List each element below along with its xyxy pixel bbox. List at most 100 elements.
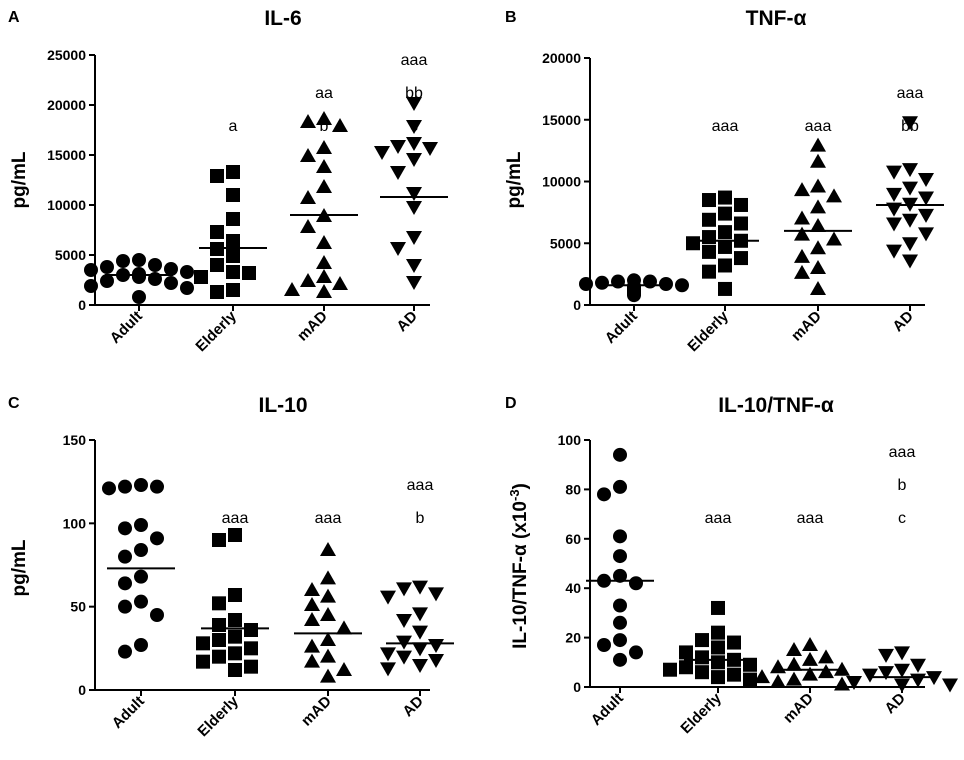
data-point <box>702 212 716 227</box>
data-point <box>695 633 709 648</box>
data-point <box>711 600 725 615</box>
data-point <box>794 226 810 241</box>
significance-label: aaa <box>797 510 824 527</box>
data-point <box>406 187 422 201</box>
data-point <box>320 588 336 603</box>
data-point <box>770 674 786 689</box>
y-tick-label: 0 <box>78 297 86 313</box>
data-point <box>770 659 786 674</box>
data-point <box>320 542 336 556</box>
significance-label: aaa <box>712 118 739 135</box>
data-point <box>679 645 693 660</box>
y-tick-label: 10000 <box>542 174 581 190</box>
x-tick-label: mAD <box>298 693 335 730</box>
significance-label: c <box>410 118 418 135</box>
data-point <box>675 278 689 293</box>
data-point <box>428 639 444 653</box>
chart-title: IL-10 <box>258 394 307 417</box>
significance-label: bb <box>405 85 423 102</box>
significance-label: aaa <box>401 52 428 69</box>
data-point <box>132 290 146 304</box>
data-point <box>794 264 810 279</box>
data-point <box>150 531 164 546</box>
data-point <box>810 217 826 232</box>
data-point <box>228 663 242 677</box>
significance-label: aaa <box>897 85 924 102</box>
data-point <box>228 629 242 644</box>
y-tick-label: 20 <box>565 630 581 646</box>
panel-d: D IL-10/TNF-α 0 20 40 60 80 100 IL-10/TNF-α (x10… <box>505 394 958 737</box>
data-point <box>226 249 240 263</box>
data-point <box>332 118 348 132</box>
x-tick-label: Elderly <box>194 692 242 740</box>
data-point <box>810 199 826 214</box>
data-point <box>132 253 146 267</box>
data-point <box>412 642 428 657</box>
data-point <box>316 235 332 249</box>
significance-label: c <box>898 510 906 527</box>
data-point <box>118 599 132 614</box>
x-tick-label: AD <box>881 690 908 717</box>
data-point <box>180 265 194 279</box>
data-point <box>802 651 818 666</box>
data-point <box>422 142 438 156</box>
data-point <box>100 260 114 274</box>
data-point <box>396 614 412 628</box>
data-point <box>613 549 627 564</box>
data-point <box>118 644 132 659</box>
data-point <box>134 478 148 492</box>
data-point <box>228 588 242 602</box>
data-point <box>226 165 240 179</box>
data-point <box>300 273 316 287</box>
data-point <box>210 169 224 183</box>
data-point <box>810 280 826 295</box>
data-point <box>336 620 352 635</box>
y-axis-label: pg/mL <box>9 151 30 208</box>
data-point <box>878 666 894 681</box>
data-point <box>702 264 716 279</box>
data-point <box>727 635 741 650</box>
data-point <box>597 487 611 502</box>
y-tick-label: 0 <box>573 297 581 313</box>
x-tick-label: AD <box>393 308 420 335</box>
data-point <box>390 166 406 180</box>
data-point <box>320 668 336 683</box>
data-point <box>180 281 194 295</box>
data-point <box>134 518 148 532</box>
data-point <box>810 259 826 274</box>
data-point <box>718 206 732 221</box>
data-point <box>332 276 348 290</box>
data-point <box>613 652 627 667</box>
y-axis-label: pg/mL <box>504 151 525 208</box>
data-point <box>300 114 316 128</box>
data-point <box>613 447 627 462</box>
data-point <box>300 219 316 233</box>
data-point <box>718 225 732 240</box>
data-point <box>316 255 332 269</box>
y-axis-label: IL-10/TNF-α (x10-3) <box>507 483 531 649</box>
chart-title: IL-6 <box>264 7 301 30</box>
chart-title: TNF-α <box>746 7 807 30</box>
significance-label: b <box>416 510 425 527</box>
y-tick-label: 40 <box>565 580 581 596</box>
data-point <box>320 570 336 585</box>
data-point <box>754 669 770 684</box>
data-point <box>826 188 842 203</box>
data-point <box>613 529 627 544</box>
data-point <box>316 159 332 173</box>
data-point <box>702 230 716 245</box>
data-point <box>894 678 910 693</box>
data-point <box>629 645 643 660</box>
data-point <box>226 212 240 226</box>
data-point <box>412 625 428 640</box>
data-point <box>194 270 208 284</box>
data-point <box>164 262 178 276</box>
data-point <box>100 274 114 288</box>
data-point <box>304 612 320 626</box>
data-point <box>406 231 422 245</box>
data-point <box>390 140 406 154</box>
x-tick-label: Elderly <box>677 689 725 737</box>
data-point <box>902 213 918 228</box>
data-point <box>212 596 226 611</box>
data-point <box>802 637 818 652</box>
